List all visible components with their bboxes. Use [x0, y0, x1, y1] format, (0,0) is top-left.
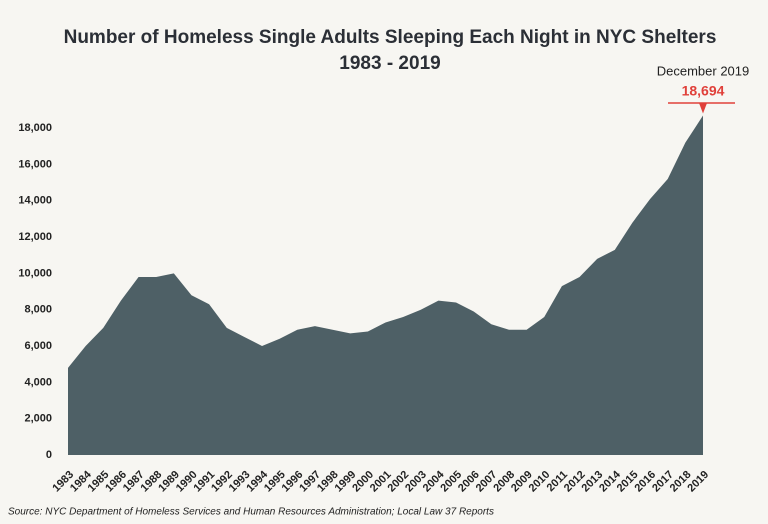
y-tick-label: 8,000 [24, 304, 52, 316]
chart-title: Number of Homeless Single Adults Sleepin… [64, 27, 717, 48]
y-tick-label: 10,000 [18, 267, 52, 279]
annotation: December 2019 [657, 63, 750, 78]
y-tick-label: 4,000 [24, 376, 52, 388]
y-tick-label: 14,000 [18, 195, 52, 207]
x-tick-label: 2019 [685, 469, 711, 495]
chart-subtitle: 1983 - 2019 [339, 53, 440, 74]
area [68, 115, 703, 456]
source: Source: NYC Department of Homeless Servi… [8, 507, 494, 518]
y-tick-label: 0 [46, 449, 52, 461]
y-tick-label: 16,000 [18, 158, 52, 170]
y-tick-label: 6,000 [24, 340, 52, 352]
callout-arrow [699, 103, 707, 114]
y-tick-label: 2,000 [24, 413, 52, 425]
value-label: 18,694 [682, 83, 725, 99]
y-tick-label: 12,000 [18, 231, 52, 243]
y-tick-label: 18,000 [18, 122, 52, 134]
